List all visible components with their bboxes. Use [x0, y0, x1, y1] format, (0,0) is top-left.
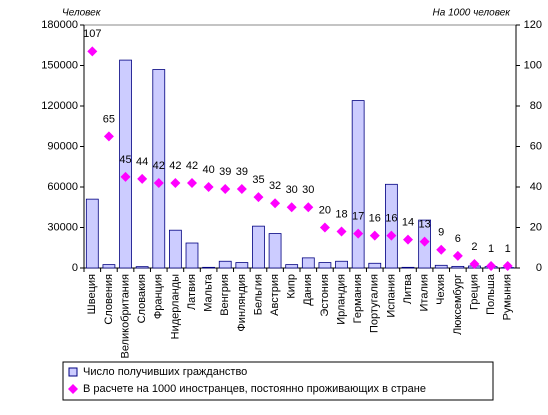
data-label: 6: [455, 233, 461, 245]
bar: [286, 265, 298, 268]
plot-area: [84, 25, 516, 268]
x-tick-label: Бельгия: [252, 274, 264, 315]
y-axis-title: Человек: [62, 8, 102, 19]
bar: [236, 263, 248, 268]
data-label: 2: [471, 241, 477, 253]
bar: [203, 267, 215, 268]
x-tick-label: Польша: [485, 273, 497, 315]
x-tick-label: Великобритания: [119, 274, 131, 359]
data-label: 14: [402, 217, 414, 229]
y2-tick-label: 100: [524, 59, 542, 71]
bar: [336, 261, 348, 268]
y-tick-label: 0: [72, 262, 78, 274]
x-tick-label: Румыния: [502, 274, 514, 320]
y2-tick-label: 40: [530, 181, 542, 193]
legend-label: Число получивших гражданство: [83, 366, 247, 378]
legend-label: В расчете на 1000 иностранцев, постоянно…: [83, 383, 426, 395]
x-tick-label: Ирландия: [335, 274, 347, 325]
data-label: 17: [352, 210, 364, 222]
x-tick-label: Кипр: [286, 274, 298, 299]
data-label: 44: [136, 156, 148, 168]
y-tick-label: 150000: [41, 59, 78, 71]
bar: [86, 199, 98, 268]
bar: [269, 234, 281, 268]
y2-tick-label: 0: [536, 262, 542, 274]
legend-swatch: [69, 368, 77, 376]
y-tick-label: 180000: [41, 19, 78, 31]
data-label: 32: [269, 180, 281, 192]
data-label: 65: [103, 113, 115, 125]
y2-tick-label: 20: [530, 221, 542, 233]
data-label: 40: [202, 164, 214, 176]
bar: [319, 263, 331, 268]
y2-axis-title: На 1000 человек: [433, 8, 512, 19]
x-tick-label: Португалия: [369, 274, 381, 333]
bar: [169, 230, 181, 268]
bar: [103, 265, 115, 268]
bar: [369, 263, 381, 268]
data-label: 42: [153, 160, 165, 172]
x-tick-label: Нидерланды: [169, 274, 181, 339]
x-tick-label: Чехия: [435, 274, 447, 305]
data-label: 107: [83, 28, 101, 40]
x-tick-label: Испания: [385, 274, 397, 318]
data-label: 16: [385, 213, 397, 225]
y2-tick-label: 80: [530, 100, 542, 112]
bar: [352, 101, 364, 268]
data-label: 30: [286, 184, 298, 196]
x-tick-label: Австрия: [269, 274, 281, 316]
bar: [435, 265, 447, 268]
bar: [186, 243, 198, 268]
data-label: 39: [236, 166, 248, 178]
x-tick-label: Дания: [302, 274, 314, 306]
x-tick-label: Литва: [402, 273, 414, 304]
x-tick-label: Венгрия: [219, 274, 231, 316]
y-tick-label: 90000: [47, 140, 78, 152]
data-label: 13: [418, 219, 430, 231]
data-label: 42: [186, 160, 198, 172]
y2-tick-label: 120: [524, 19, 542, 31]
data-label: 16: [369, 213, 381, 225]
x-tick-label: Словакия: [136, 274, 148, 323]
bar: [385, 184, 397, 268]
x-tick-label: Латвия: [186, 274, 198, 310]
bar: [302, 258, 314, 268]
data-label: 18: [335, 208, 347, 220]
x-tick-label: Финляндия: [236, 274, 248, 332]
x-tick-label: Франция: [153, 274, 165, 319]
data-label: 1: [505, 243, 511, 255]
x-tick-label: Люксембург: [452, 274, 464, 335]
x-tick-label: Греция: [468, 274, 480, 310]
data-label: 20: [319, 204, 331, 216]
bar: [219, 261, 231, 268]
bar: [452, 266, 464, 268]
y-tick-label: 120000: [41, 100, 78, 112]
data-label: 42: [169, 160, 181, 172]
data-label: 39: [219, 166, 231, 178]
x-tick-label: Словения: [103, 274, 115, 325]
data-label: 9: [438, 227, 444, 239]
x-tick-label: Германия: [352, 274, 364, 323]
data-label: 1: [488, 243, 494, 255]
data-label: 30: [302, 184, 314, 196]
y2-tick-label: 60: [530, 140, 542, 152]
bar: [402, 267, 414, 268]
data-label: 45: [119, 154, 131, 166]
x-tick-label: Мальта: [203, 273, 215, 312]
x-tick-label: Швеция: [86, 274, 98, 314]
data-label: 35: [252, 174, 264, 186]
y-tick-label: 60000: [47, 181, 78, 193]
x-tick-label: Эстония: [319, 274, 331, 317]
bar: [136, 267, 148, 268]
y-tick-label: 30000: [47, 221, 78, 233]
bar: [252, 226, 264, 268]
x-tick-label: Италия: [419, 274, 431, 312]
